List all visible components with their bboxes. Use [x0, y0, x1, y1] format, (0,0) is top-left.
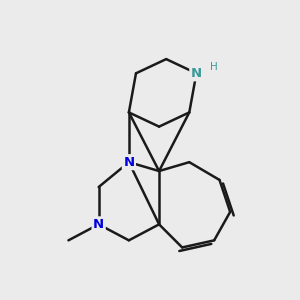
Text: N: N: [191, 67, 202, 80]
Text: N: N: [123, 156, 134, 169]
Text: N: N: [93, 218, 104, 231]
Text: H: H: [210, 62, 217, 72]
